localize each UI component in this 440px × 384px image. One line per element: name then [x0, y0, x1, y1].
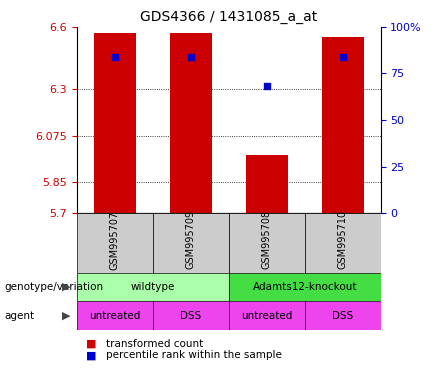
Bar	[170, 33, 212, 213]
Text: GSM995708: GSM995708	[262, 210, 272, 270]
Text: percentile rank within the sample: percentile rank within the sample	[106, 350, 282, 360]
Bar	[77, 301, 153, 330]
Bar	[77, 213, 153, 273]
Point	[263, 83, 270, 89]
Text: agent: agent	[4, 311, 34, 321]
Point	[339, 54, 346, 60]
Bar	[229, 273, 381, 301]
Bar	[322, 37, 363, 213]
Bar	[153, 301, 229, 330]
Bar	[246, 155, 288, 213]
Text: GSM995710: GSM995710	[337, 210, 348, 270]
Bar	[305, 213, 381, 273]
Text: genotype/variation: genotype/variation	[4, 282, 103, 292]
Text: GSM995709: GSM995709	[186, 210, 196, 270]
Text: DSS: DSS	[332, 311, 353, 321]
Text: ▶: ▶	[62, 311, 70, 321]
Point	[187, 54, 194, 60]
Text: untreated: untreated	[89, 311, 141, 321]
Text: GSM995707: GSM995707	[110, 210, 120, 270]
Bar	[77, 273, 229, 301]
Point	[111, 54, 118, 60]
Bar	[305, 301, 381, 330]
Text: ■: ■	[86, 350, 96, 360]
Text: untreated: untreated	[241, 311, 293, 321]
Bar	[153, 213, 229, 273]
Bar	[229, 301, 305, 330]
Text: wildtype: wildtype	[131, 282, 175, 292]
Text: Adamts12-knockout: Adamts12-knockout	[253, 282, 357, 292]
Title: GDS4366 / 1431085_a_at: GDS4366 / 1431085_a_at	[140, 10, 317, 25]
Bar	[229, 213, 305, 273]
Text: DSS: DSS	[180, 311, 202, 321]
Text: ▶: ▶	[62, 282, 70, 292]
Text: transformed count: transformed count	[106, 339, 203, 349]
Bar	[94, 33, 136, 213]
Text: ■: ■	[86, 339, 96, 349]
